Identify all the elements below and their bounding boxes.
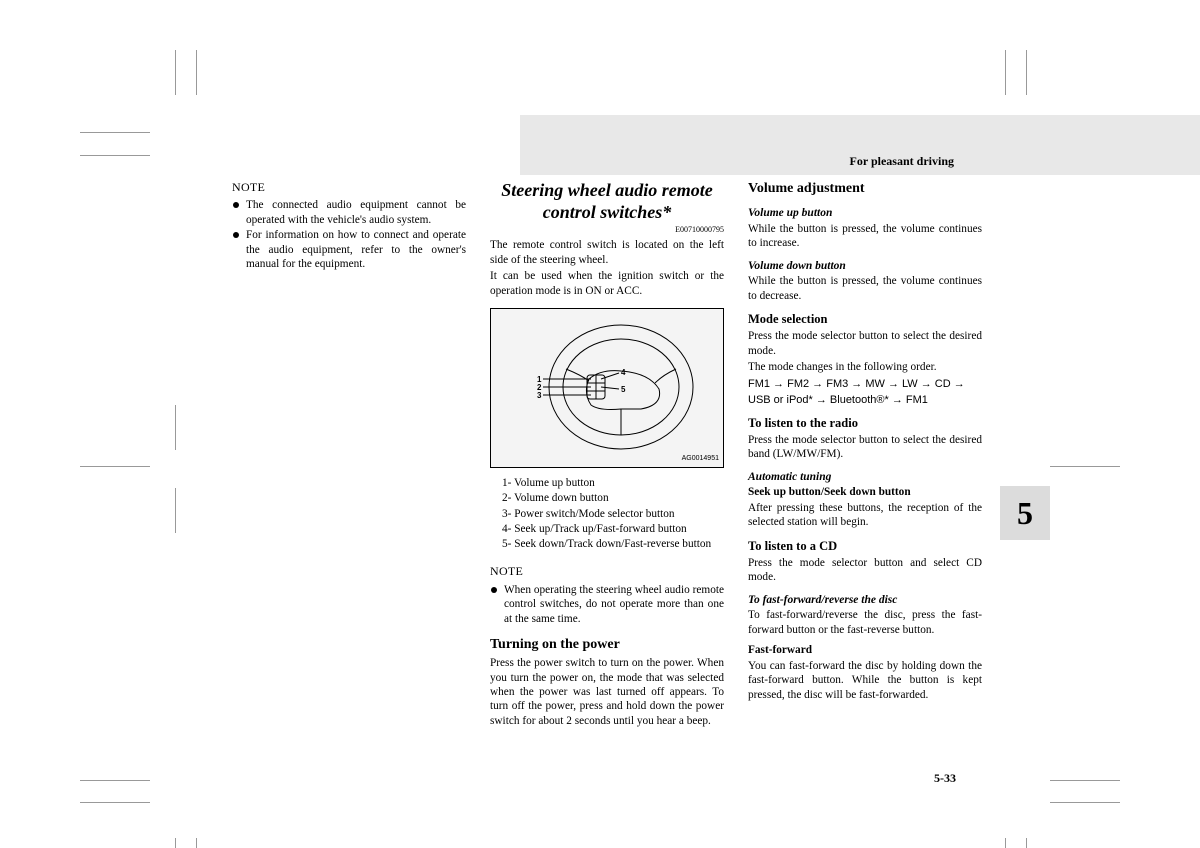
chapter-tab: 5 xyxy=(1000,486,1050,540)
main-title: Steering wheel audio remote control swit… xyxy=(490,180,724,223)
body-paragraph: To fast-forward/reverse the disc, press … xyxy=(748,608,982,637)
crop-mark xyxy=(80,155,150,156)
subsection-heading: Mode selection xyxy=(748,311,982,327)
body-paragraph: You can fast-forward the disc by holding… xyxy=(748,659,982,702)
section-header: For pleasant driving xyxy=(850,154,954,169)
svg-text:4: 4 xyxy=(621,368,626,377)
sub-heading: Volume up button xyxy=(748,206,982,221)
steering-wheel-figure: 1 2 3 4 5 AG0014951 xyxy=(490,308,724,468)
note-heading: NOTE xyxy=(490,564,724,579)
page-number: 5-33 xyxy=(934,771,956,786)
intro-paragraph: It can be used when the ignition switch … xyxy=(490,269,724,298)
legend-item: 3- Power switch/Mode selector button xyxy=(502,507,724,522)
sub-heading: To fast-forward/reverse the disc xyxy=(748,593,982,608)
crop-mark xyxy=(80,132,150,133)
body-paragraph: Press the power switch to turn on the po… xyxy=(490,656,724,728)
crop-mark xyxy=(80,802,150,803)
sub-heading: Automatic tuning xyxy=(748,470,982,485)
crop-mark xyxy=(1005,50,1006,95)
note-item: When operating the steering wheel audio … xyxy=(504,583,724,626)
column-middle: Steering wheel audio remote control swit… xyxy=(490,180,724,730)
subsection-heading: To listen to the radio xyxy=(748,415,982,431)
crop-mark xyxy=(1050,802,1120,803)
column-right: Volume adjustment Volume up button While… xyxy=(748,180,982,704)
crop-mark xyxy=(196,50,197,95)
body-paragraph: After pressing these buttons, the recept… xyxy=(748,501,982,530)
body-paragraph: While the button is pressed, the volume … xyxy=(748,222,982,251)
legend-item: 2- Volume down button xyxy=(502,491,724,506)
note-item: For information on how to connect and op… xyxy=(246,228,466,271)
body-paragraph: While the button is pressed, the volume … xyxy=(748,274,982,303)
legend-item: 4- Seek up/Track up/Fast-forward button xyxy=(502,522,724,537)
figure-id: AG0014951 xyxy=(682,455,719,464)
body-paragraph: Press the mode selector button and selec… xyxy=(748,556,982,585)
crop-mark xyxy=(175,488,176,533)
crop-mark xyxy=(1005,838,1006,848)
crop-mark xyxy=(80,780,150,781)
crop-mark xyxy=(1050,466,1120,467)
crop-mark xyxy=(80,466,150,467)
body-paragraph: Press the mode selector button to select… xyxy=(748,329,982,358)
svg-text:3: 3 xyxy=(537,391,542,400)
body-paragraph: The mode changes in the following order. xyxy=(748,360,982,374)
crop-mark xyxy=(175,838,176,848)
column-left: NOTE The connected audio equipment canno… xyxy=(232,180,466,273)
body-paragraph: Press the mode selector button to select… xyxy=(748,433,982,462)
mode-sequence: USB or iPod* → Bluetooth®* → FM1 xyxy=(748,393,982,407)
subsection-heading: Turning on the power xyxy=(490,636,724,654)
subsection-heading: Volume adjustment xyxy=(748,180,982,198)
sub-heading: Volume down button xyxy=(748,259,982,274)
subsection-heading: To listen to a CD xyxy=(748,538,982,554)
mode-sequence: FM1 → FM2 → FM3 → MW → LW → CD → xyxy=(748,377,982,391)
crop-mark xyxy=(1050,780,1120,781)
crop-mark xyxy=(1026,50,1027,95)
sub-heading: Fast-forward xyxy=(748,643,982,657)
crop-mark xyxy=(1026,838,1027,848)
document-id: E00710000795 xyxy=(490,225,724,235)
note-list: When operating the steering wheel audio … xyxy=(490,583,724,626)
intro-paragraph: The remote control switch is located on … xyxy=(490,238,724,267)
note-list: The connected audio equipment cannot be … xyxy=(232,198,466,271)
note-item: The connected audio equipment cannot be … xyxy=(246,198,466,227)
svg-text:5: 5 xyxy=(621,385,626,394)
crop-mark xyxy=(196,838,197,848)
note-heading: NOTE xyxy=(232,180,466,195)
crop-mark xyxy=(175,405,176,450)
crop-mark xyxy=(175,50,176,95)
sub-heading: Seek up button/Seek down button xyxy=(748,485,982,499)
legend-item: 5- Seek down/Track down/Fast-reverse but… xyxy=(502,537,724,552)
legend-item: 1- Volume up button xyxy=(502,476,724,491)
figure-legend: 1- Volume up button 2- Volume down butto… xyxy=(490,476,724,552)
